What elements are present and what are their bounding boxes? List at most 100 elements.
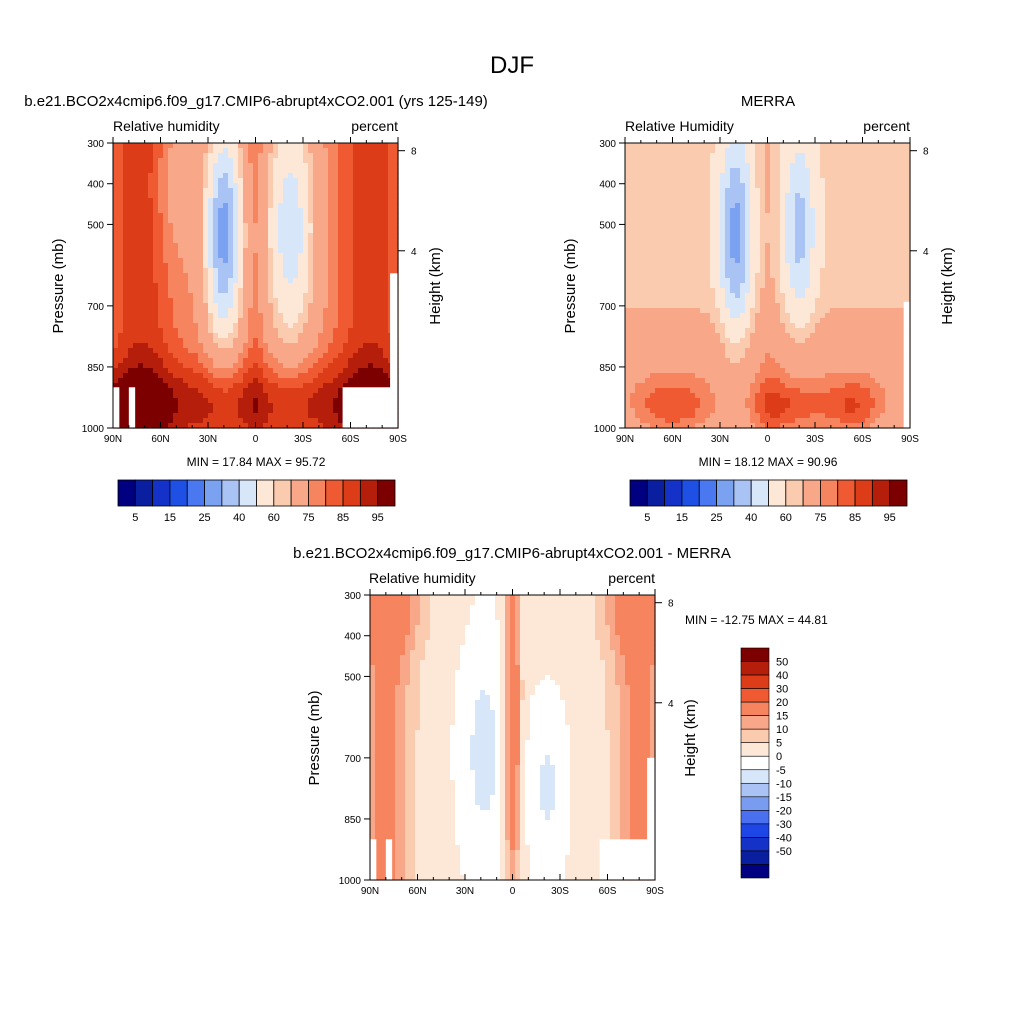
field-cell <box>343 348 349 354</box>
field-cell <box>323 228 329 234</box>
field-cell <box>243 343 249 349</box>
field-cell <box>138 393 144 399</box>
field-cell <box>720 213 726 219</box>
colorbar-swatch <box>134 479 154 507</box>
field-cell <box>318 388 324 394</box>
field-cell <box>278 143 284 149</box>
field-cell <box>243 388 249 394</box>
field-cell <box>243 163 249 169</box>
field-cell <box>855 278 861 284</box>
field-cell <box>373 298 379 304</box>
field-cell <box>298 358 304 364</box>
field-cell <box>123 143 129 149</box>
field-cell <box>168 383 174 389</box>
field-cell <box>675 283 681 289</box>
field-cell <box>625 153 631 159</box>
field-cell <box>805 173 811 179</box>
field-cell <box>238 243 244 249</box>
field-cell <box>735 183 741 189</box>
field-cell <box>228 208 234 214</box>
field-cell <box>800 253 806 259</box>
field-cell <box>263 303 269 309</box>
field-cell <box>890 158 896 164</box>
field-cell <box>830 233 836 239</box>
field-cell <box>650 178 656 184</box>
field-cell <box>243 373 249 379</box>
field-cell <box>665 243 671 249</box>
field-cell <box>133 268 139 274</box>
field-cell <box>183 368 189 374</box>
field-cell <box>253 178 259 184</box>
field-cell <box>735 153 741 159</box>
field-cell <box>283 403 289 409</box>
field-cell <box>308 253 314 259</box>
field-cell <box>178 323 184 329</box>
field-cell <box>248 178 254 184</box>
field-cell <box>860 158 866 164</box>
field-cell <box>303 338 309 344</box>
field-cell <box>173 178 179 184</box>
field-cell <box>675 208 681 214</box>
field-cell <box>805 233 811 239</box>
field-cell <box>253 143 259 149</box>
field-cell <box>213 198 219 204</box>
field-cell <box>288 373 294 379</box>
field-cell <box>333 408 339 414</box>
field-cell <box>665 273 671 279</box>
field-cell <box>880 208 886 214</box>
field-cell <box>228 368 234 374</box>
field-cell <box>900 213 906 219</box>
field-cell <box>308 158 314 164</box>
field-cell <box>193 383 199 389</box>
field-cell <box>213 248 219 254</box>
field-cell <box>800 168 806 174</box>
field-cell <box>233 308 239 314</box>
field-cell <box>143 293 149 299</box>
field-cell <box>158 188 164 194</box>
field-cell <box>148 228 154 234</box>
field-cell <box>288 358 294 364</box>
field-cell <box>138 343 144 349</box>
field-cell <box>830 203 836 209</box>
field-cell <box>148 303 154 309</box>
field-cell <box>198 188 204 194</box>
field-cell <box>188 168 194 174</box>
field-cell <box>785 268 791 274</box>
field-cell <box>740 228 746 234</box>
field-cell <box>193 298 199 304</box>
field-cell <box>393 263 399 269</box>
field-cell <box>378 163 384 169</box>
field-cell <box>650 278 656 284</box>
field-cell <box>388 173 394 179</box>
field-cell <box>248 398 254 404</box>
field-cell <box>715 203 721 209</box>
field-cell <box>253 398 259 404</box>
field-cell <box>123 283 129 289</box>
field-cell <box>243 243 249 249</box>
field-cell <box>880 188 886 194</box>
field-cell <box>338 313 344 319</box>
field-cell <box>313 183 319 189</box>
field-cell <box>208 183 214 189</box>
field-cell <box>213 418 219 424</box>
field-cell <box>880 223 886 229</box>
field-cell <box>153 273 159 279</box>
field-cell <box>810 253 816 259</box>
field-cell <box>363 213 369 219</box>
field-cell <box>288 393 294 399</box>
field-cell <box>263 188 269 194</box>
field-cell <box>655 143 661 149</box>
field-cell <box>233 278 239 284</box>
field-cell <box>885 203 891 209</box>
field-cell <box>218 338 224 344</box>
field-cell <box>378 173 384 179</box>
field-cell <box>243 418 249 424</box>
field-cell <box>805 148 811 154</box>
field-cell <box>850 278 856 284</box>
field-cell <box>730 218 736 224</box>
field-cell <box>383 148 389 154</box>
field-cell <box>233 218 239 224</box>
field-cell <box>308 383 314 389</box>
field-cell <box>840 208 846 214</box>
field-cell <box>770 263 776 269</box>
